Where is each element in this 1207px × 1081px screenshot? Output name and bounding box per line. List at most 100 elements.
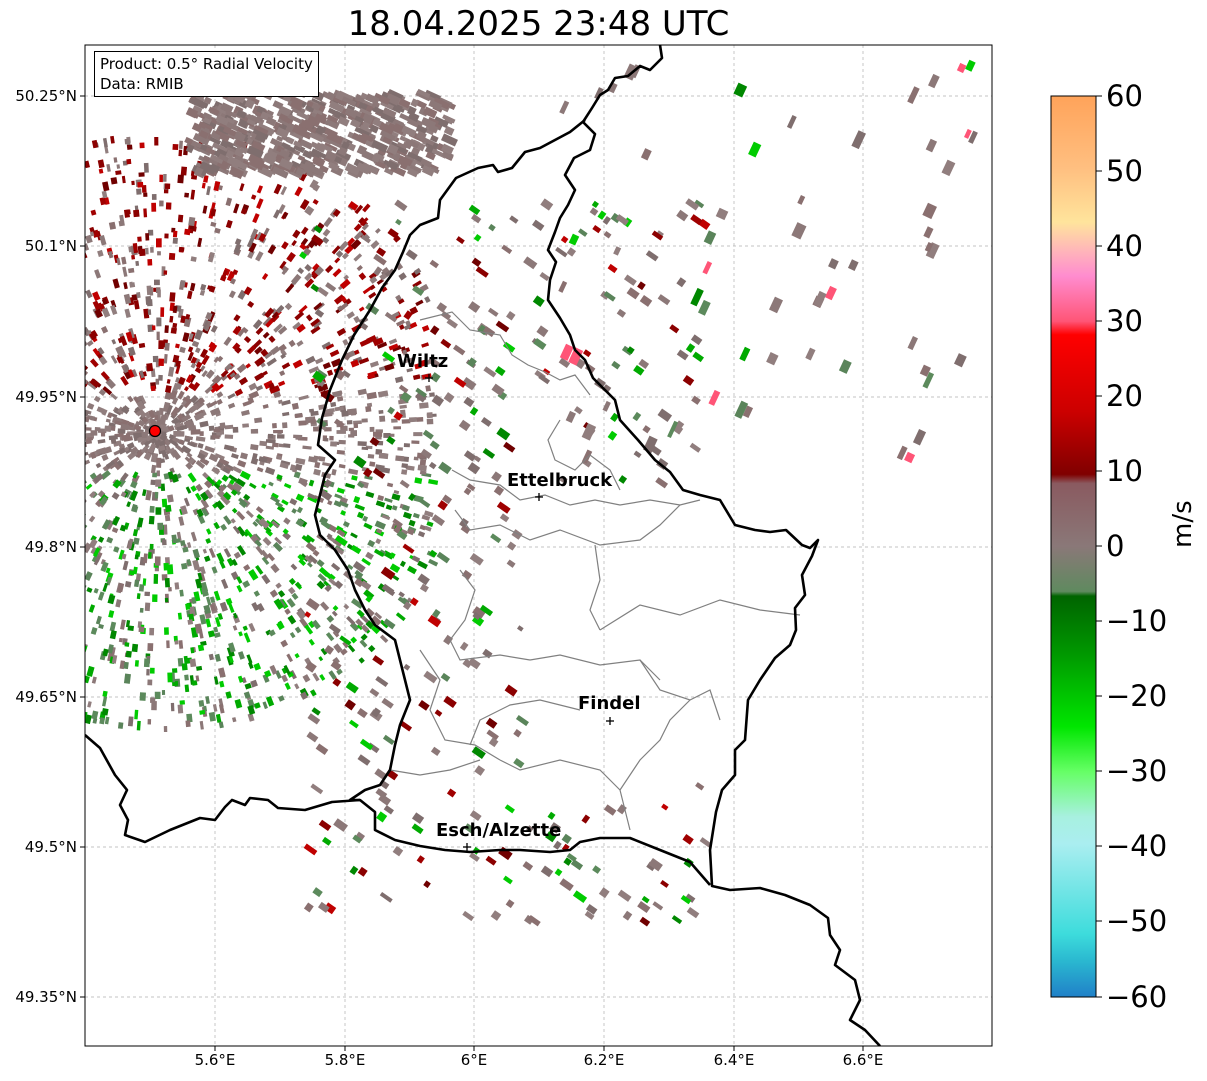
velocity-echo: [340, 648, 348, 656]
velocity-echo: [127, 395, 134, 403]
velocity-echo: [102, 386, 113, 396]
velocity-echo: [289, 498, 298, 506]
velocity-echo: [298, 420, 307, 426]
velocity-echo: [365, 405, 372, 413]
velocity-echo: [74, 474, 84, 483]
city-label-ettelbruck: Ettelbruck: [507, 470, 613, 491]
velocity-echo: [383, 167, 394, 176]
velocity-echo: [639, 294, 653, 307]
velocity-echo: [39, 313, 46, 320]
velocity-echo: [592, 224, 602, 234]
velocity-echo: [335, 250, 344, 258]
velocity-echo: [48, 474, 57, 481]
velocity-echo: [10, 539, 19, 548]
velocity-echo: [474, 765, 486, 776]
velocity-echo: [456, 236, 465, 245]
velocity-echo: [314, 357, 324, 365]
velocity-echo: [690, 287, 704, 307]
velocity-echo: [212, 434, 220, 439]
velocity-echo: [333, 294, 346, 305]
velocity-echo: [316, 534, 325, 542]
velocity-echo: [491, 383, 505, 396]
velocity-echo: [295, 435, 301, 440]
velocity-echo: [366, 334, 377, 344]
velocity-echo: [199, 614, 207, 625]
velocity-echo: [365, 93, 380, 105]
velocity-echo: [310, 141, 320, 150]
velocity-echo: [379, 466, 391, 474]
velocity-echo: [215, 479, 223, 486]
velocity-echo: [90, 627, 98, 635]
velocity-echo: [415, 130, 427, 141]
velocity-echo: [421, 514, 431, 521]
velocity-echo: [229, 479, 235, 485]
national-borders: [85, 45, 881, 1046]
velocity-echo: [341, 410, 349, 417]
velocity-echo: [225, 691, 232, 699]
velocity-echo: [231, 558, 238, 567]
velocity-echo: [154, 491, 159, 499]
velocity-echo: [0, 683, 6, 692]
velocity-echo: [74, 591, 80, 597]
velocity-echo: [192, 132, 210, 146]
velocity-echo: [385, 93, 401, 106]
velocity-echo: [58, 469, 68, 476]
velocity-echo: [216, 552, 225, 564]
velocity-echo: [161, 498, 168, 508]
velocity-echo: [169, 389, 178, 401]
velocity-echo: [198, 629, 204, 639]
velocity-echo: [461, 376, 477, 391]
velocity-echo: [256, 198, 264, 209]
velocity-echo: [14, 456, 25, 463]
velocity-echo: [355, 618, 364, 628]
velocity-echo: [338, 240, 349, 252]
velocity-echo: [254, 356, 266, 367]
velocity-echo: [34, 438, 38, 443]
velocity-echo: [253, 124, 269, 135]
velocity-echo: [352, 561, 366, 573]
velocity-echo: [16, 671, 23, 678]
velocity-echo: [135, 411, 142, 417]
velocity-echo: [109, 621, 117, 632]
velocity-echo: [381, 286, 388, 293]
velocity-echo: [436, 551, 450, 564]
velocity-echo: [0, 250, 5, 259]
velocity-echo: [293, 471, 301, 479]
velocity-echo: [393, 426, 402, 430]
velocity-echo: [423, 510, 434, 518]
velocity-echo: [373, 548, 385, 557]
velocity-echo: [384, 497, 393, 503]
velocity-echo: [190, 189, 196, 200]
velocity-echo: [574, 406, 583, 415]
velocity-echo: [479, 604, 494, 617]
velocity-echo: [72, 180, 78, 190]
velocity-echo: [430, 166, 440, 175]
velocity-echo: [277, 325, 288, 335]
velocity-echo: [115, 170, 122, 176]
velocity-echo: [235, 478, 246, 488]
colorbar-tick-label: 60: [1106, 79, 1143, 113]
velocity-echo: [222, 466, 230, 474]
velocity-echo: [297, 155, 306, 162]
velocity-echo: [102, 181, 110, 192]
velocity-echo: [377, 390, 389, 398]
velocity-echo: [581, 423, 597, 441]
velocity-echo: [100, 432, 106, 437]
velocity-echo: [8, 273, 16, 281]
velocity-echo: [212, 703, 218, 712]
velocity-echo: [10, 514, 16, 520]
velocity-echo: [119, 660, 126, 670]
velocity-echo: [32, 578, 41, 588]
velocity-echo: [153, 574, 159, 584]
velocity-echo: [328, 577, 337, 586]
velocity-echo: [174, 343, 180, 349]
velocity-echo: [407, 528, 415, 536]
velocity-echo: [209, 407, 221, 417]
velocity-echo: [433, 97, 451, 110]
velocity-echo: [85, 483, 93, 490]
velocity-echo: [568, 233, 580, 246]
velocity-echo: [309, 179, 319, 190]
velocity-echo: [651, 230, 664, 241]
velocity-echo: [474, 455, 482, 463]
velocity-echo: [181, 663, 188, 671]
